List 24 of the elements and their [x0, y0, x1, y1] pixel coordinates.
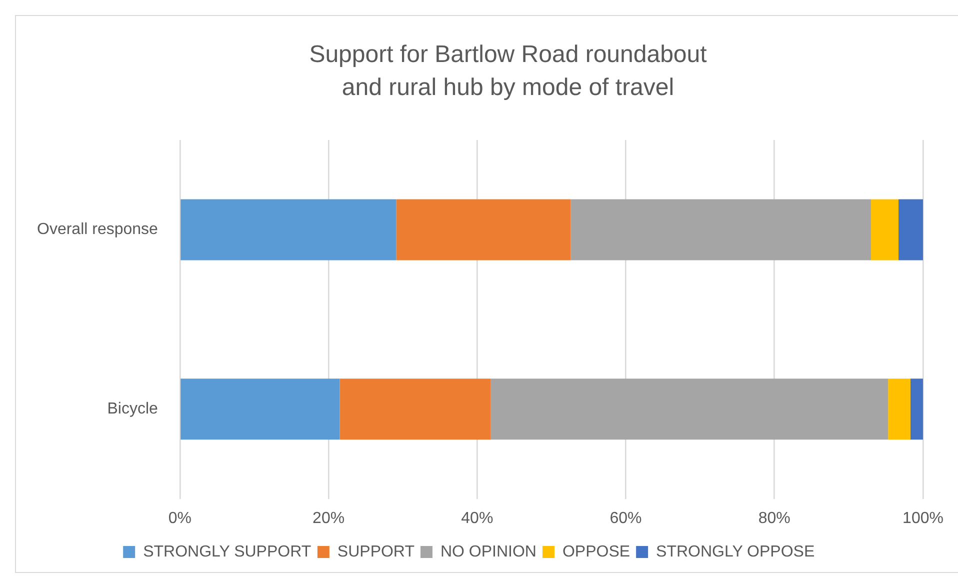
x-tick-label: 20%: [312, 510, 345, 527]
x-tick-label: 100%: [902, 510, 944, 527]
x-tick-label: 0%: [168, 510, 192, 527]
chart-title: Support for Bartlow Road roundabout and rural hub by mode of travel: [308, 40, 708, 103]
bar: [898, 199, 923, 260]
x-tick-label: 40%: [461, 510, 494, 527]
x-tick-label: 60%: [610, 510, 642, 527]
bar: [490, 378, 888, 440]
legend-label: SUPPORT: [337, 543, 415, 560]
y-tick-label: Bicycle: [107, 400, 158, 418]
legend-label: OPPOSE: [562, 543, 630, 560]
x-tick-label: 80%: [758, 510, 790, 527]
bar: [180, 378, 340, 440]
bar: [888, 378, 910, 440]
bar: [910, 378, 923, 440]
legend-label: NO OPINION: [440, 543, 536, 560]
bar: [180, 199, 396, 260]
bar: [340, 378, 491, 440]
bar: [870, 199, 898, 260]
bar: [396, 199, 571, 260]
legend-label: STRONGLY OPPOSE: [656, 543, 815, 560]
bar: [570, 199, 871, 260]
legend-label: STRONGLY SUPPORT: [143, 543, 312, 560]
y-tick-label: Overall response: [36, 221, 158, 238]
